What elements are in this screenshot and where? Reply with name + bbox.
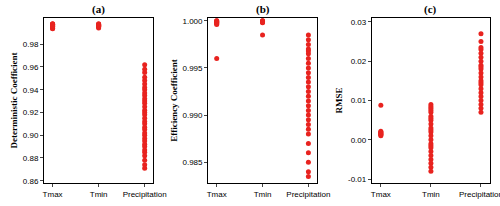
svg-text:0.86: 0.86 xyxy=(23,177,39,186)
svg-text:Tmax: Tmax xyxy=(207,190,227,199)
svg-text:Tmin: Tmin xyxy=(254,190,272,199)
svg-text:0.94: 0.94 xyxy=(23,85,39,94)
svg-text:1.000: 1.000 xyxy=(182,17,203,26)
svg-text:0.990: 0.990 xyxy=(182,111,203,120)
svg-text:0.00: 0.00 xyxy=(351,136,367,145)
svg-text:0.02: 0.02 xyxy=(351,57,367,66)
svg-text:0.92: 0.92 xyxy=(23,108,39,117)
svg-text:0.88: 0.88 xyxy=(23,154,39,163)
svg-text:0.995: 0.995 xyxy=(182,64,203,73)
svg-text:Tmin: Tmin xyxy=(90,190,108,199)
svg-text:Tmax: Tmax xyxy=(371,190,391,199)
svg-text:(c): (c) xyxy=(424,3,437,16)
svg-text:(a): (a) xyxy=(92,3,105,16)
svg-text:Tmin: Tmin xyxy=(422,190,440,199)
svg-text:RMSE: RMSE xyxy=(334,87,344,113)
svg-text:0.03: 0.03 xyxy=(351,18,367,27)
svg-text:0.985: 0.985 xyxy=(182,158,203,167)
svg-text:(b): (b) xyxy=(256,3,270,16)
svg-text:0.90: 0.90 xyxy=(23,131,39,140)
svg-text:0.96: 0.96 xyxy=(23,63,39,72)
svg-text:0.98: 0.98 xyxy=(23,40,39,49)
svg-text:Precipitation: Precipitation xyxy=(286,190,330,199)
svg-text:Tmax: Tmax xyxy=(43,190,63,199)
svg-text:0.01: 0.01 xyxy=(351,96,367,105)
svg-text:Precipitation: Precipitation xyxy=(123,190,167,199)
svg-text:Deterministic Coefficient: Deterministic Coefficient xyxy=(9,52,19,148)
svg-text:Precipitation: Precipitation xyxy=(459,190,500,199)
svg-text:Efficiency Coefficient: Efficiency Coefficient xyxy=(169,59,179,142)
svg-text:-0.01: -0.01 xyxy=(348,175,367,184)
